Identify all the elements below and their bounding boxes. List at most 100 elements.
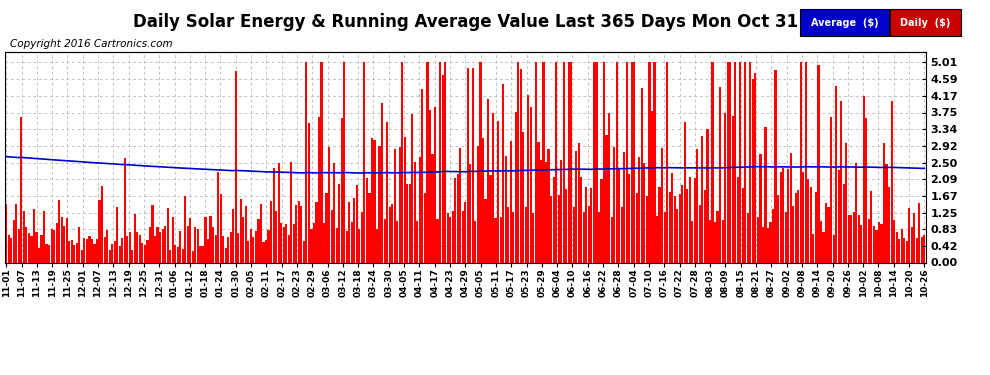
Bar bbox=[174, 245, 176, 262]
Bar bbox=[833, 235, 835, 262]
Bar bbox=[272, 168, 274, 262]
Bar bbox=[8, 235, 10, 262]
Bar bbox=[704, 190, 706, 262]
Bar bbox=[114, 241, 116, 262]
Bar bbox=[282, 227, 285, 262]
Bar bbox=[401, 62, 403, 262]
Bar bbox=[106, 230, 108, 262]
Bar bbox=[318, 117, 320, 262]
Bar bbox=[182, 249, 184, 262]
Bar bbox=[857, 215, 860, 262]
Bar bbox=[101, 186, 103, 262]
Bar bbox=[911, 228, 913, 262]
Bar bbox=[560, 160, 562, 262]
Bar bbox=[528, 95, 530, 262]
Bar bbox=[823, 232, 825, 262]
Bar bbox=[767, 228, 769, 262]
Bar bbox=[759, 154, 761, 262]
Bar bbox=[230, 232, 232, 262]
Bar bbox=[28, 233, 30, 262]
Bar bbox=[336, 228, 338, 262]
Bar bbox=[10, 238, 12, 262]
Bar bbox=[732, 116, 734, 262]
Bar bbox=[847, 216, 849, 262]
Bar bbox=[23, 211, 25, 262]
Bar bbox=[570, 62, 572, 262]
Bar bbox=[310, 229, 313, 262]
Bar bbox=[220, 194, 222, 262]
Bar bbox=[919, 203, 921, 262]
Bar bbox=[883, 143, 885, 262]
Bar bbox=[500, 217, 502, 262]
Bar bbox=[111, 244, 113, 262]
Bar bbox=[678, 194, 681, 262]
Bar bbox=[474, 221, 476, 262]
Bar bbox=[639, 157, 641, 262]
Bar bbox=[790, 153, 792, 262]
Bar bbox=[575, 151, 577, 262]
Bar bbox=[212, 226, 214, 262]
Bar bbox=[91, 239, 93, 262]
Bar bbox=[341, 118, 343, 262]
Bar bbox=[550, 196, 552, 262]
Bar bbox=[383, 219, 386, 262]
Bar bbox=[31, 236, 33, 262]
Bar bbox=[316, 202, 318, 262]
Bar bbox=[805, 62, 807, 262]
Bar bbox=[360, 211, 363, 262]
Bar bbox=[93, 244, 96, 262]
Bar bbox=[815, 192, 817, 262]
Bar bbox=[49, 245, 50, 262]
Bar bbox=[656, 216, 658, 262]
Bar bbox=[126, 237, 129, 262]
Bar bbox=[96, 240, 98, 262]
Bar bbox=[116, 207, 118, 262]
Bar bbox=[451, 211, 453, 262]
Bar bbox=[813, 234, 815, 262]
Bar bbox=[257, 219, 259, 262]
Bar bbox=[512, 212, 514, 262]
Bar bbox=[492, 113, 494, 262]
Bar bbox=[580, 177, 582, 262]
Bar bbox=[835, 86, 838, 262]
Bar bbox=[795, 194, 797, 262]
Bar bbox=[225, 248, 227, 262]
Bar bbox=[429, 110, 431, 262]
Bar bbox=[525, 207, 527, 262]
Bar bbox=[235, 71, 237, 262]
Bar bbox=[406, 184, 408, 262]
Bar bbox=[764, 127, 766, 262]
Bar bbox=[572, 207, 575, 262]
Bar bbox=[98, 201, 101, 262]
Bar bbox=[184, 196, 186, 262]
Bar bbox=[588, 206, 590, 262]
Bar bbox=[751, 79, 754, 262]
Bar bbox=[696, 148, 698, 262]
Bar bbox=[802, 172, 805, 262]
Bar bbox=[18, 230, 20, 262]
Bar bbox=[686, 189, 688, 262]
Bar bbox=[489, 174, 492, 262]
Bar bbox=[772, 210, 774, 262]
Bar bbox=[901, 230, 903, 262]
Bar bbox=[159, 232, 161, 262]
Bar bbox=[437, 219, 439, 262]
Bar bbox=[346, 231, 347, 262]
Bar bbox=[603, 62, 605, 262]
Bar bbox=[785, 212, 787, 262]
Text: Average  ($): Average ($) bbox=[811, 18, 878, 28]
Bar bbox=[373, 140, 375, 262]
Bar bbox=[616, 62, 618, 262]
Bar bbox=[921, 237, 923, 262]
Bar bbox=[666, 62, 668, 262]
Bar bbox=[744, 62, 746, 262]
Bar bbox=[623, 152, 626, 262]
Bar bbox=[641, 88, 643, 262]
Bar bbox=[197, 229, 199, 262]
Bar bbox=[109, 250, 111, 262]
Bar bbox=[797, 190, 799, 262]
Bar bbox=[543, 62, 545, 262]
Bar bbox=[308, 123, 310, 262]
Bar bbox=[593, 62, 595, 262]
Bar bbox=[73, 245, 75, 262]
